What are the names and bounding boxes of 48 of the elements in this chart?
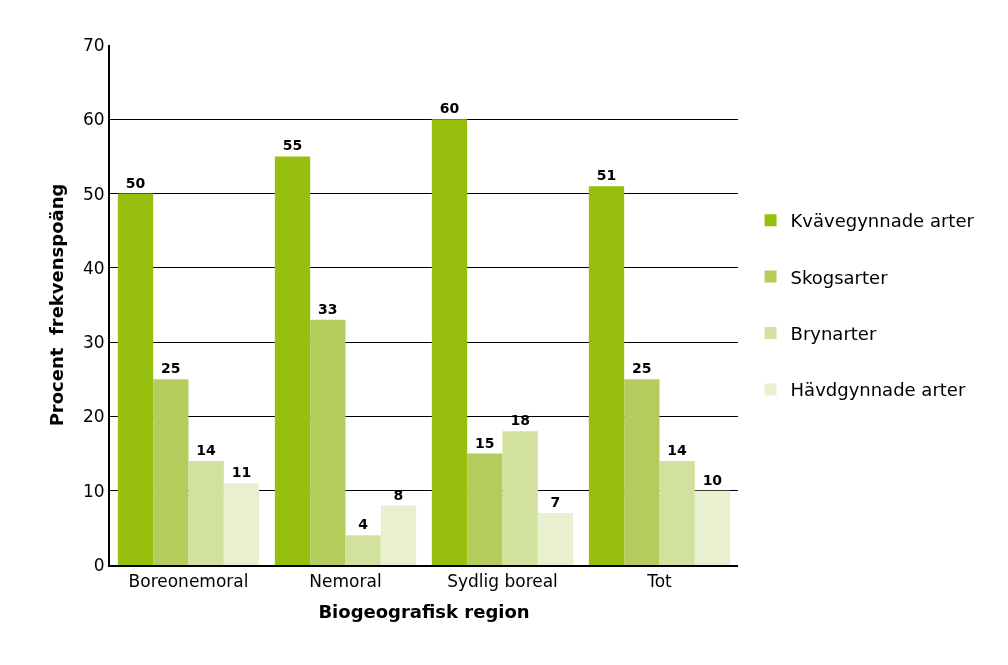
bar [467, 453, 503, 565]
bar [188, 461, 224, 565]
y-tick-label: 20 [82, 406, 105, 427]
data-label: 14 [667, 442, 688, 458]
data-label: 25 [632, 360, 652, 377]
y-tick-label: 0 [93, 554, 105, 575]
data-label: 60 [439, 100, 460, 117]
y-tick-label: 40 [82, 257, 105, 278]
y-axis-title: Procent frekvenspoäng [45, 183, 67, 427]
bar [310, 319, 346, 565]
y-tick-label: 10 [82, 480, 105, 501]
y-tick-label: 30 [82, 332, 105, 353]
bar [153, 379, 189, 565]
legend-label: Brynarter [790, 323, 877, 345]
y-tick-label: 70 [82, 34, 105, 55]
y-tick-label: 50 [82, 183, 105, 204]
bar [345, 535, 381, 565]
data-label: 51 [596, 167, 617, 184]
bar [274, 156, 311, 565]
bar [659, 461, 695, 565]
data-label: 50 [125, 174, 146, 191]
bar [223, 483, 260, 565]
x-tick-label: Tot [646, 571, 673, 592]
bar [117, 193, 154, 565]
data-label: 14 [196, 442, 217, 458]
x-axis-title: Biogeografisk region [318, 601, 530, 622]
y-tick-label: 60 [82, 109, 105, 130]
bar [380, 505, 417, 565]
bar [588, 186, 625, 565]
data-label: 11 [231, 464, 252, 481]
bar [502, 431, 538, 565]
legend-label: Skogsarter [790, 266, 889, 288]
bar [624, 379, 660, 565]
bar [694, 490, 731, 565]
data-label: 4 [358, 516, 369, 533]
data-label: 55 [282, 137, 303, 154]
data-label: 33 [318, 300, 338, 317]
data-label: 15 [475, 434, 495, 451]
data-label: 7 [550, 494, 561, 510]
data-label: 10 [702, 471, 723, 488]
legend-label: Kvävegynnade arter [790, 210, 975, 232]
x-tick-label: Boreonemoral [128, 571, 249, 592]
x-tick-label: Nemoral [309, 571, 382, 592]
bar [537, 513, 574, 565]
legend-label: Hävdgynnade arter [790, 379, 966, 401]
bar [431, 119, 468, 565]
x-tick-label: Sydlig boreal [447, 571, 558, 592]
data-label: 25 [161, 360, 181, 377]
